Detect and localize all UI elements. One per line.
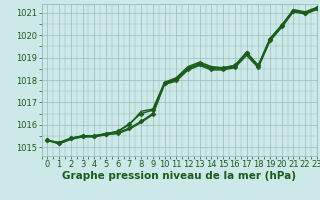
X-axis label: Graphe pression niveau de la mer (hPa): Graphe pression niveau de la mer (hPa)	[62, 171, 296, 181]
